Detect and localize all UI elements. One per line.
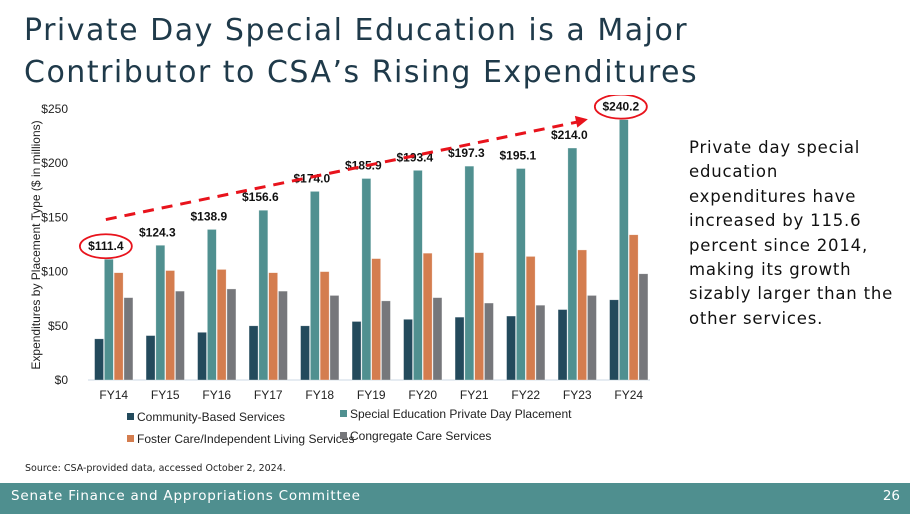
x-tick-label: FY20 <box>408 388 437 402</box>
bar-special_ed-fy24 <box>619 119 629 381</box>
trend-arrow-head <box>574 115 588 128</box>
bar-foster-fy24 <box>628 234 639 381</box>
x-tick-label: FY14 <box>99 388 128 402</box>
bar-community-fy24 <box>609 299 619 381</box>
bar-special_ed-fy16 <box>207 229 217 381</box>
data-label: $214.0 <box>551 128 588 142</box>
x-tick-label: FY16 <box>202 388 231 402</box>
bar-congregate-fy17 <box>278 290 288 381</box>
bar-foster-fy14 <box>113 272 124 381</box>
x-tick-label: FY15 <box>151 388 180 402</box>
expenditures-bar-chart: $0 $50 $100 $150 $200 $250 Expenditures by Pl… <box>29 95 650 446</box>
data-label: $240.2 <box>602 100 639 114</box>
slide-title-line-2: Contributor to CSA’s Rising Expenditures <box>24 55 699 90</box>
bar-foster-fy22 <box>525 256 536 381</box>
bar-community-fy19 <box>351 321 362 381</box>
footer-bar: Senate Finance and Appropriations Commit… <box>0 483 910 514</box>
annotations <box>78 95 648 260</box>
bar-community-fy22 <box>506 315 516 381</box>
bar-foster-fy18 <box>319 271 330 381</box>
bar-congregate-fy15 <box>175 290 185 381</box>
page-number: 26 <box>882 488 900 504</box>
y-tick-label: $50 <box>48 319 68 333</box>
y-tick-label: $100 <box>41 265 68 279</box>
chart-legend: Community-Based Services Special Educatio… <box>127 407 572 446</box>
bar-community-fy20 <box>403 318 413 381</box>
y-axis-label: Expenditures by Placement Type ($ in mil… <box>29 120 43 369</box>
highlight-ellipse <box>593 95 648 120</box>
data-label: $195.1 <box>499 149 536 163</box>
x-axis-ticks: FY14 FY15 FY16 FY17 FY18 FY19 FY20 FY21 FY22 FY23… <box>99 388 643 402</box>
bar-special_ed-fy22 <box>516 168 526 381</box>
bar-community-fy17 <box>248 325 259 381</box>
trend-arrow-line <box>105 120 581 222</box>
data-label: $124.3 <box>139 225 176 239</box>
legend-label-congregate: Congregate Care Services <box>350 429 491 443</box>
bar-foster-fy19 <box>371 258 381 381</box>
bar-congregate-fy23 <box>587 295 597 381</box>
legend-label-special_ed: Special Education Private Day Placement <box>350 407 572 421</box>
bar-special_ed-fy17 <box>258 209 269 381</box>
bar-congregate-fy16 <box>226 288 237 381</box>
bar-community-fy14 <box>94 338 104 381</box>
bar-congregate-fy14 <box>123 297 134 381</box>
bar-foster-fy17 <box>268 272 278 381</box>
bar-community-fy16 <box>197 332 207 381</box>
y-tick-label: $150 <box>41 210 68 224</box>
legend-label-community: Community-Based Services <box>137 410 285 424</box>
slide-title: Private Day Special Education is a Major… <box>24 10 724 94</box>
bar-special_ed-fy14 <box>104 258 114 381</box>
footer-committee-name: Senate Finance and Appropriations Commit… <box>11 488 361 504</box>
bar-community-fy18 <box>300 325 310 381</box>
x-tick-label: FY22 <box>511 388 540 402</box>
bar-community-fy15 <box>145 335 156 381</box>
legend-label-foster: Foster Care/Independent Living Services <box>137 432 354 446</box>
bar-congregate-fy20 <box>432 297 443 381</box>
y-tick-label: $0 <box>55 373 69 387</box>
data-label: $111.4 <box>88 239 124 253</box>
bar-foster-fy23 <box>577 249 587 381</box>
data-label: $197.3 <box>448 146 485 160</box>
y-tick-label: $200 <box>41 156 68 170</box>
bar-community-fy23 <box>557 309 568 381</box>
bar-congregate-fy24 <box>638 273 649 381</box>
bar-congregate-fy18 <box>329 295 340 381</box>
x-tick-label: FY21 <box>460 388 489 402</box>
y-axis: $0 $50 $100 $150 $200 $250 <box>41 102 68 387</box>
data-label: $156.6 <box>242 190 279 204</box>
bar-special_ed-fy19 <box>361 178 372 381</box>
source-note: Source: CSA-provided data, accessed Octo… <box>25 463 286 474</box>
bar-special_ed-fy18 <box>310 191 320 381</box>
legend-swatch-community <box>127 413 134 420</box>
x-tick-label: FY19 <box>357 388 386 402</box>
y-tick-label: $250 <box>41 102 68 116</box>
bar-foster-fy16 <box>216 269 227 381</box>
bar-congregate-fy21 <box>484 302 494 381</box>
bar-foster-fy15 <box>165 270 175 381</box>
bar-congregate-fy22 <box>535 304 546 381</box>
bar-special_ed-fy21 <box>464 165 475 381</box>
legend-swatch-special_ed <box>340 410 347 417</box>
highlight-ellipse <box>78 233 133 260</box>
x-tick-label: FY23 <box>563 388 592 402</box>
legend-swatch-foster <box>127 435 134 442</box>
x-tick-label: FY24 <box>614 388 643 402</box>
bar-special_ed-fy20 <box>413 170 423 381</box>
legend-swatch-congregate <box>340 432 347 439</box>
summary-text: Private day special education expenditur… <box>689 138 894 328</box>
bar-special_ed-fy23 <box>567 147 578 381</box>
bars-group <box>94 119 649 381</box>
bar-community-fy21 <box>454 316 465 381</box>
data-label: $138.9 <box>190 209 227 223</box>
bar-foster-fy20 <box>422 252 433 381</box>
x-tick-label: FY18 <box>305 388 334 402</box>
bar-foster-fy21 <box>474 252 484 381</box>
bar-congregate-fy19 <box>381 300 391 381</box>
slide-title-line-1: Private Day Special Education is a Major <box>24 13 689 48</box>
bar-special_ed-fy15 <box>155 244 166 381</box>
x-tick-label: FY17 <box>254 388 283 402</box>
